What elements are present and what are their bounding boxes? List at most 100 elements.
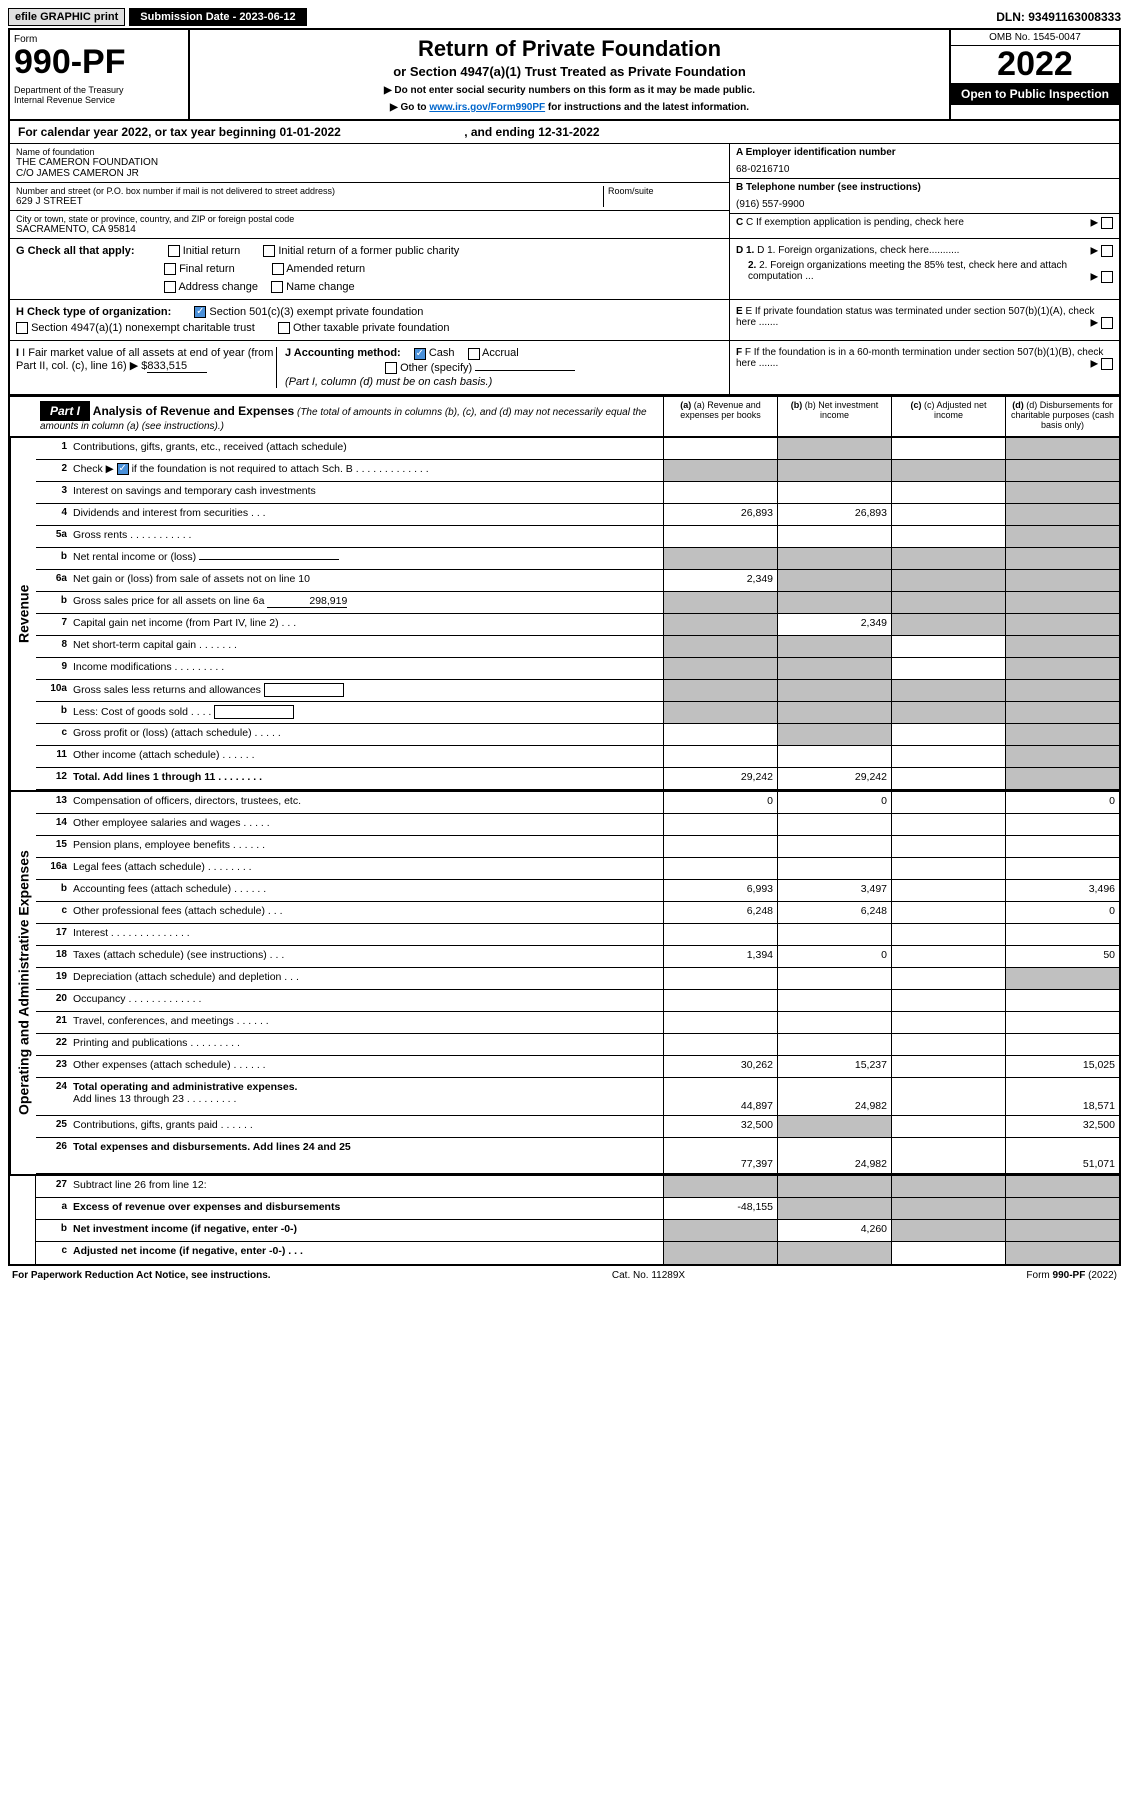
- line-5a: 5a Gross rents . . . . . . . . . . .: [36, 526, 1119, 548]
- line-21: 21 Travel, conferences, and meetings . .…: [36, 1012, 1119, 1034]
- line-16b: b Accounting fees (attach schedule) . . …: [36, 880, 1119, 902]
- form-subtitle: or Section 4947(a)(1) Trust Treated as P…: [196, 64, 943, 79]
- line-4: 4 Dividends and interest from securities…: [36, 504, 1119, 526]
- form-note-1: ▶ Do not enter social security numbers o…: [196, 85, 943, 96]
- instructions-link[interactable]: www.irs.gov/Form990PF: [429, 102, 545, 113]
- line27-section: 27 Subtract line 26 from line 12: a Exce…: [10, 1174, 1119, 1264]
- tax-year: 2022: [951, 46, 1119, 83]
- j-cash-checkbox[interactable]: [414, 348, 426, 360]
- line-23: 23 Other expenses (attach schedule) . . …: [36, 1056, 1119, 1078]
- line-8: 8 Net short-term capital gain . . . . . …: [36, 636, 1119, 658]
- header-row: Form 990-PF Department of the Treasury I…: [10, 30, 1119, 121]
- dept-label: Department of the Treasury Internal Reve…: [14, 85, 184, 105]
- line-16a: 16a Legal fees (attach schedule) . . . .…: [36, 858, 1119, 880]
- ein-cell: A Employer identification number 68-0216…: [730, 144, 1119, 179]
- g-address-checkbox[interactable]: [164, 281, 176, 293]
- revenue-section: Revenue 1 Contributions, gifts, grants, …: [10, 438, 1119, 790]
- footer: For Paperwork Reduction Act Notice, see …: [8, 1266, 1121, 1285]
- form-note-2: ▶ Go to www.irs.gov/Form990PF for instru…: [196, 102, 943, 113]
- inspection-box: Open to Public Inspection: [951, 83, 1119, 105]
- dln-label: DLN: 93491163008333: [996, 10, 1121, 24]
- d2-checkbox[interactable]: [1101, 271, 1113, 283]
- col-c-header: (c) (c) Adjusted net income: [891, 397, 1005, 436]
- line-27: 27 Subtract line 26 from line 12:: [36, 1176, 1119, 1198]
- g-amended-checkbox[interactable]: [272, 263, 284, 275]
- line-6b: b Gross sales price for all assets on li…: [36, 592, 1119, 614]
- line-12: 12 Total. Add lines 1 through 11 . . . .…: [36, 768, 1119, 790]
- g-initial-former-checkbox[interactable]: [263, 245, 275, 257]
- h-501c3-checkbox[interactable]: [194, 306, 206, 318]
- line-5b: b Net rental income or (loss): [36, 548, 1119, 570]
- line-15: 15 Pension plans, employee benefits . . …: [36, 836, 1119, 858]
- form-number: 990-PF: [14, 45, 184, 79]
- calendar-year-line: For calendar year 2022, or tax year begi…: [10, 121, 1119, 144]
- fmv-value: 833,515: [147, 360, 207, 373]
- line-27a: a Excess of revenue over expenses and di…: [36, 1198, 1119, 1220]
- check-row-ij: I I Fair market value of all assets at e…: [10, 341, 1119, 394]
- line-2: 2 Check ▶ if the foundation is not requi…: [36, 460, 1119, 482]
- foundation-name-cell: Name of foundation THE CAMERON FOUNDATIO…: [10, 144, 729, 183]
- col-d-header: (d) (d) Disbursements for charitable pur…: [1005, 397, 1119, 436]
- h-other-checkbox[interactable]: [278, 322, 290, 334]
- phone-cell: B Telephone number (see instructions) (9…: [730, 179, 1119, 214]
- top-bar: efile GRAPHIC print Submission Date - 20…: [8, 8, 1121, 26]
- header-right: OMB No. 1545-0047 2022 Open to Public In…: [949, 30, 1119, 119]
- efile-button[interactable]: efile GRAPHIC print: [8, 8, 125, 26]
- schb-checkbox[interactable]: [117, 463, 129, 475]
- form-title: Return of Private Foundation: [196, 36, 943, 62]
- col-a-header: (a) (a) Revenue and expenses per books: [663, 397, 777, 436]
- g-final-checkbox[interactable]: [164, 263, 176, 275]
- line-20: 20 Occupancy . . . . . . . . . . . . .: [36, 990, 1119, 1012]
- line-10c: c Gross profit or (loss) (attach schedul…: [36, 724, 1119, 746]
- line-7: 7 Capital gain net income (from Part IV,…: [36, 614, 1119, 636]
- form-number-footer: Form 990-PF (2022): [1026, 1270, 1117, 1281]
- check-row-h: H Check type of organization: Section 50…: [10, 300, 1119, 341]
- line-27c: c Adjusted net income (if negative, ente…: [36, 1242, 1119, 1264]
- paperwork-notice: For Paperwork Reduction Act Notice, see …: [12, 1270, 271, 1281]
- catalog-number: Cat. No. 11289X: [271, 1270, 1027, 1281]
- part1-header-row: Part I Analysis of Revenue and Expenses …: [10, 395, 1119, 438]
- line-25: 25 Contributions, gifts, grants paid . .…: [36, 1116, 1119, 1138]
- form-container: Form 990-PF Department of the Treasury I…: [8, 28, 1121, 1266]
- line-16c: c Other professional fees (attach schedu…: [36, 902, 1119, 924]
- line-1: 1 Contributions, gifts, grants, etc., re…: [36, 438, 1119, 460]
- line-26: 26 Total expenses and disbursements. Add…: [36, 1138, 1119, 1174]
- check-row-g: G Check all that apply: Initial return I…: [10, 239, 1119, 300]
- line-14: 14 Other employee salaries and wages . .…: [36, 814, 1119, 836]
- line-24: 24 Total operating and administrative ex…: [36, 1078, 1119, 1116]
- h-4947-checkbox[interactable]: [16, 322, 28, 334]
- entity-info: Name of foundation THE CAMERON FOUNDATIO…: [10, 144, 1119, 239]
- header-center: Return of Private Foundation or Section …: [190, 30, 949, 119]
- g-name-checkbox[interactable]: [271, 281, 283, 293]
- col-b-header: (b) (b) Net investment income: [777, 397, 891, 436]
- city-cell: City or town, state or province, country…: [10, 211, 729, 238]
- part1-label: Part I: [40, 401, 90, 421]
- line-10a: 10a Gross sales less returns and allowan…: [36, 680, 1119, 702]
- revenue-vlabel: Revenue: [10, 438, 36, 790]
- expenses-section: Operating and Administrative Expenses 13…: [10, 790, 1119, 1174]
- line-11: 11 Other income (attach schedule) . . . …: [36, 746, 1119, 768]
- submission-date-button[interactable]: Submission Date - 2023-06-12: [129, 8, 306, 26]
- j-other-checkbox[interactable]: [385, 362, 397, 374]
- line-3: 3 Interest on savings and temporary cash…: [36, 482, 1119, 504]
- g-initial-checkbox[interactable]: [168, 245, 180, 257]
- omb-number: OMB No. 1545-0047: [951, 30, 1119, 46]
- line-22: 22 Printing and publications . . . . . .…: [36, 1034, 1119, 1056]
- e-checkbox[interactable]: [1101, 317, 1113, 329]
- line-10b: b Less: Cost of goods sold . . . .: [36, 702, 1119, 724]
- header-left: Form 990-PF Department of the Treasury I…: [10, 30, 190, 119]
- address-cell: Number and street (or P.O. box number if…: [10, 183, 729, 211]
- line-9: 9 Income modifications . . . . . . . . .: [36, 658, 1119, 680]
- d1-checkbox[interactable]: [1101, 245, 1113, 257]
- line-6a: 6a Net gain or (loss) from sale of asset…: [36, 570, 1119, 592]
- line-13: 13 Compensation of officers, directors, …: [36, 792, 1119, 814]
- f-checkbox[interactable]: [1101, 358, 1113, 370]
- exemption-pending-cell: C C If exemption application is pending,…: [730, 214, 1119, 231]
- expenses-vlabel: Operating and Administrative Expenses: [10, 792, 36, 1174]
- line-27b: b Net investment income (if negative, en…: [36, 1220, 1119, 1242]
- line-17: 17 Interest . . . . . . . . . . . . . .: [36, 924, 1119, 946]
- c-checkbox[interactable]: [1101, 217, 1113, 229]
- j-accrual-checkbox[interactable]: [468, 348, 480, 360]
- line-18: 18 Taxes (attach schedule) (see instruct…: [36, 946, 1119, 968]
- line-19: 19 Depreciation (attach schedule) and de…: [36, 968, 1119, 990]
